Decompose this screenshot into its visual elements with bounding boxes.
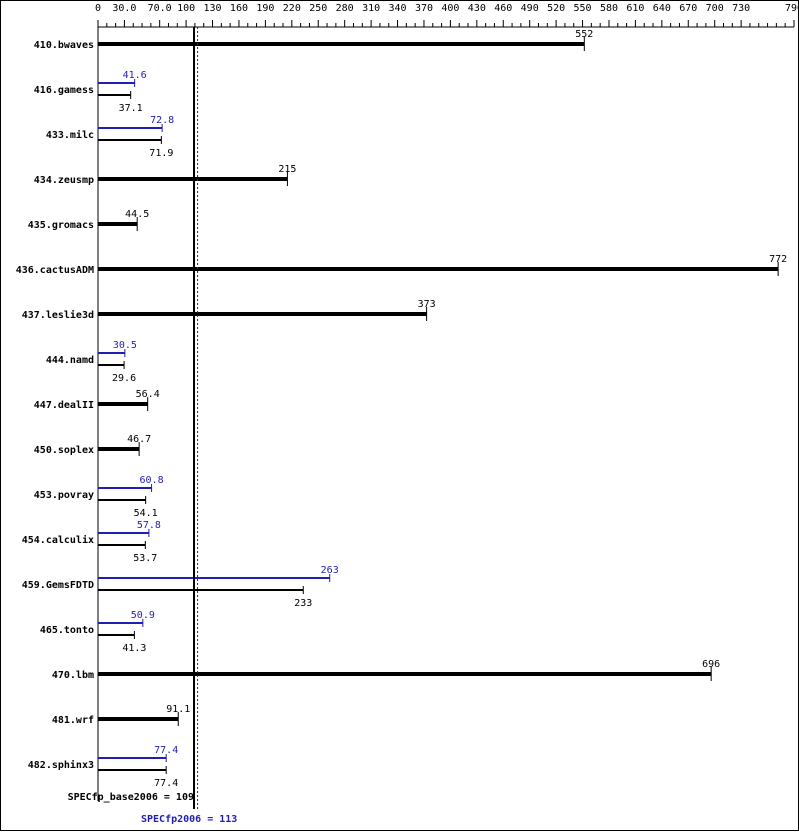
benchmark-label: 450.soplex [34,445,94,456]
benchmark-label: 454.calculix [22,534,94,546]
tick-label: 280 [336,3,354,14]
tick-label: 430 [468,3,486,14]
tick-label: 730 [732,3,750,14]
tick-label: 250 [309,3,327,14]
tick-label: 460 [494,3,512,14]
tick-label: 100 [177,3,195,14]
peak-summary-label: SPECfp2006 = 113 [141,814,237,825]
tick-label: 520 [547,3,565,14]
benchmark-label: 459.GemsFDTD [22,580,94,591]
base-value-label: 46.7 [127,434,151,445]
tick-label: 30.0 [112,3,136,14]
base-value-label: 696 [702,659,720,670]
benchmark-label: 434.zeusmp [34,175,94,186]
base-value-label: 373 [418,299,436,310]
base-value-label: 77.4 [154,778,178,789]
tick-label: 70.0 [148,3,172,14]
tick-label: 670 [679,3,697,14]
peak-value-label: 263 [321,565,339,576]
peak-value-label: 41.6 [123,70,147,81]
benchmark-label: 470.lbm [52,670,94,681]
tick-label: 160 [230,3,248,14]
tick-label: 130 [203,3,221,14]
benchmark-label: 447.dealII [34,400,94,411]
tick-label: 310 [362,3,380,14]
peak-value-label: 57.8 [137,520,161,531]
tick-label: 190 [256,3,274,14]
peak-value-label: 60.8 [140,475,164,486]
base-value-label: 772 [769,254,787,265]
benchmark-label: 444.namd [46,355,94,366]
tick-label: 370 [415,3,433,14]
base-value-label: 71.9 [149,148,173,159]
tick-label: 550 [574,3,592,14]
peak-value-label: 30.5 [113,340,137,351]
base-value-label: 53.7 [133,553,157,564]
base-value-label: 54.1 [134,508,158,519]
base-value-label: 44.5 [125,209,149,220]
benchmark-label: 465.tonto [40,625,94,636]
base-value-label: 91.1 [166,704,190,715]
base-value-label: 233 [294,598,312,609]
base-value-label: 552 [575,29,593,40]
tick-label: 640 [653,3,671,14]
benchmark-label: 482.sphinx3 [28,759,94,771]
tick-label: 610 [626,3,644,14]
peak-value-label: 72.8 [150,115,174,126]
benchmark-label: 481.wrf [52,715,94,726]
tick-label: 340 [389,3,407,14]
tick-label: 580 [600,3,618,14]
benchmark-label: 453.povray [34,490,94,501]
tick-label: 400 [441,3,459,14]
peak-value-label: 50.9 [131,610,155,621]
tick-label: 220 [283,3,301,14]
benchmark-label: 435.gromacs [28,220,94,231]
base-value-label: 29.6 [112,373,136,384]
benchmark-label: 410.bwaves [34,40,94,51]
benchmark-label: 436.cactusADM [16,265,94,276]
base-value-label: 37.1 [119,103,143,114]
benchmark-label: 433.milc [46,129,94,141]
benchmark-label: 416.gamess [34,85,94,96]
benchmark-label: 437.leslie3d [22,309,94,321]
tick-label: 700 [706,3,724,14]
tick-label: 490 [521,3,539,14]
peak-value-label: 77.4 [154,745,178,756]
base-value-label: 41.3 [122,643,146,654]
base-value-label: 215 [278,164,296,175]
tick-label: 790 [785,3,798,14]
base-summary-label: SPECfp_base2006 = 109 [68,792,194,803]
tick-label: 0 [95,3,101,14]
base-value-label: 56.4 [136,389,160,400]
